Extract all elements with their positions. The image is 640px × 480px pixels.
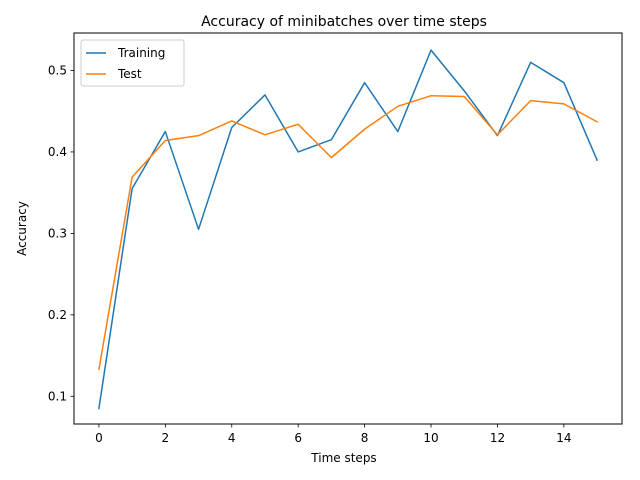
series-line-training [98, 49, 599, 410]
x-tick-label: 4 [228, 431, 236, 445]
legend-label-test: Test [117, 67, 142, 81]
y-tick-label: 0.5 [48, 63, 67, 77]
x-tick-label: 6 [294, 431, 302, 445]
x-tick-label: 14 [556, 431, 571, 445]
x-tick-label: 12 [490, 431, 505, 445]
y-axis-ticks: 0.1 0.2 0.3 0.4 0.5 [48, 63, 74, 403]
x-axis-label: Time steps [310, 451, 376, 465]
y-tick-label: 0.4 [48, 145, 67, 159]
x-tick-label: 10 [423, 431, 438, 445]
chart-title: Accuracy of minibatches over time steps [201, 14, 487, 30]
x-axis-ticks: 0 2 4 6 8 10 12 14 [95, 424, 572, 445]
series-layer [98, 49, 599, 410]
legend-box [80, 39, 185, 87]
y-tick-label: 0.2 [48, 308, 67, 322]
y-axis-label: Accuracy [15, 201, 29, 256]
x-tick-label: 2 [162, 431, 170, 445]
legend-label-training: Training [117, 46, 165, 60]
series-line-test [98, 94, 599, 371]
y-tick-label: 0.1 [48, 389, 67, 403]
y-tick-label: 0.3 [48, 226, 67, 240]
legend: Training Test [80, 39, 185, 87]
plot-area [73, 32, 623, 425]
x-tick-label: 0 [95, 431, 103, 445]
x-tick-label: 8 [361, 431, 369, 445]
